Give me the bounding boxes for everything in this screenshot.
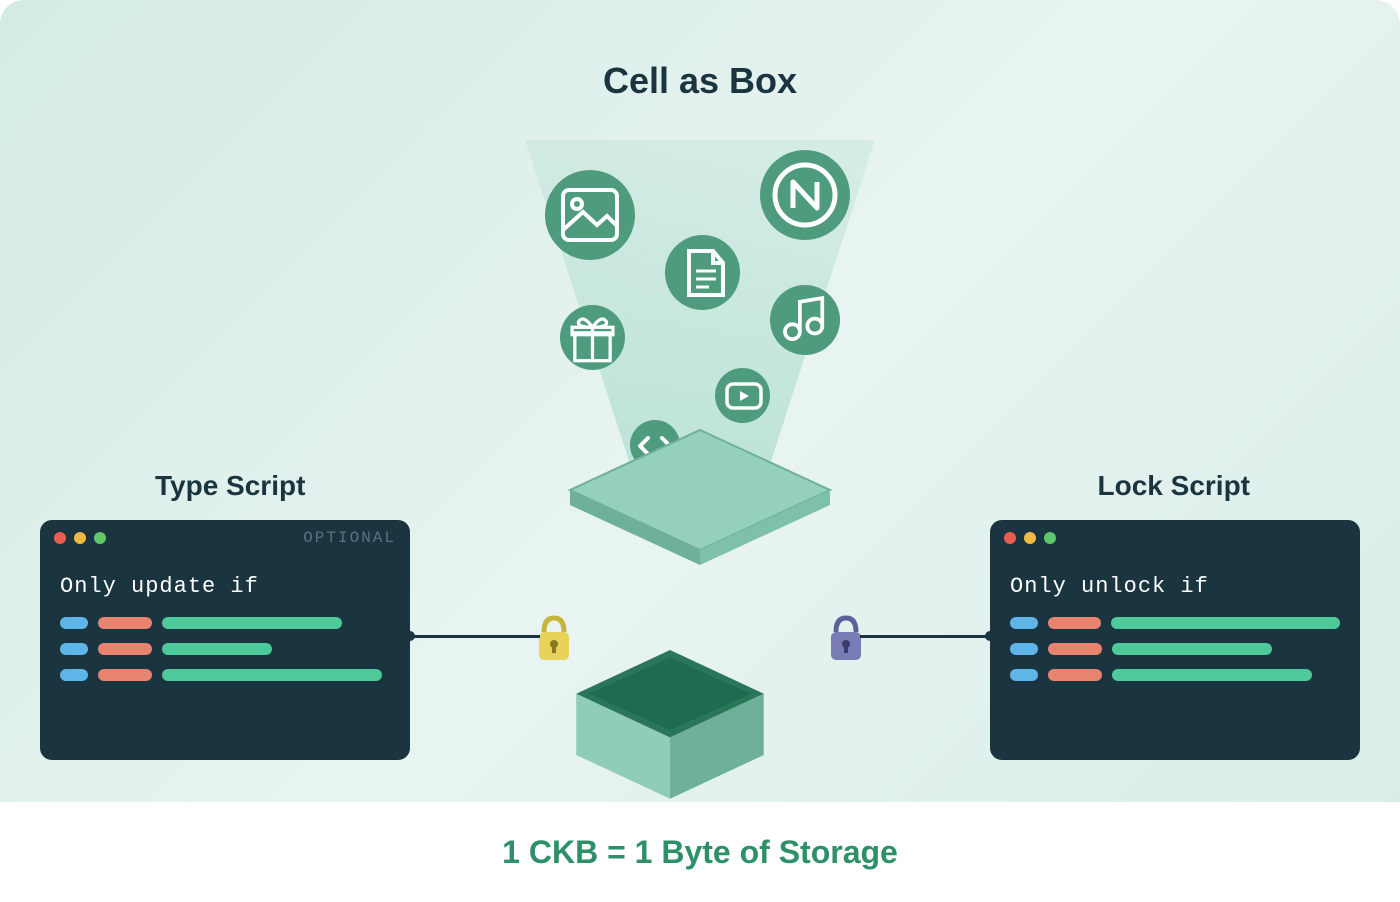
code-bar: [60, 617, 88, 629]
code-bar: [60, 669, 88, 681]
box-body: [510, 650, 830, 800]
image-icon: [545, 170, 635, 260]
diagram-canvas: Cell as Box: [0, 0, 1400, 902]
code-line: [60, 617, 390, 629]
code-line: [60, 669, 390, 681]
code-bar: [1048, 617, 1102, 629]
lock-script-label: Lock Script: [1098, 470, 1250, 502]
code-line: [1010, 617, 1340, 629]
code-bar: [98, 643, 152, 655]
code-bar: [1111, 617, 1340, 629]
video-icon: [715, 368, 770, 423]
storage-text: 1 CKB = 1 Byte of Storage: [502, 834, 898, 871]
window-dot: [74, 532, 86, 544]
code-bar: [1010, 617, 1038, 629]
window-dot: [94, 532, 106, 544]
code-line: [1010, 669, 1340, 681]
cell-box: [510, 460, 890, 800]
type-script-window: OPTIONAL Only update if: [40, 520, 410, 760]
code-bar: [1048, 643, 1102, 655]
diagram-title: Cell as Box: [603, 60, 797, 102]
document-icon: [665, 235, 740, 310]
window-titlebar: [990, 520, 1360, 556]
bottom-banner: 1 CKB = 1 Byte of Storage: [0, 802, 1400, 902]
gift-icon: [560, 305, 625, 370]
code-bar: [162, 617, 342, 629]
type-script-label: Type Script: [155, 470, 305, 502]
window-titlebar: OPTIONAL: [40, 520, 410, 556]
code-bar: [162, 643, 272, 655]
type-script-text: Only update if: [60, 574, 390, 599]
box-lid: [560, 420, 840, 570]
connector-left: [410, 635, 540, 638]
code-bar: [98, 617, 152, 629]
code-bar: [162, 669, 382, 681]
window-dot: [1044, 532, 1056, 544]
code-line: [60, 643, 390, 655]
code-bar: [98, 669, 152, 681]
window-dot: [54, 532, 66, 544]
window-dot: [1004, 532, 1016, 544]
n-logo-icon: [760, 150, 850, 240]
purple-lock-icon: [824, 612, 868, 666]
code-bar: [1112, 643, 1272, 655]
code-bar: [1010, 643, 1038, 655]
music-icon: [770, 285, 840, 355]
code-line: [1010, 643, 1340, 655]
code-bar: [1112, 669, 1312, 681]
connector-right: [860, 635, 990, 638]
lock-script-text: Only unlock if: [1010, 574, 1340, 599]
code-bar: [1010, 669, 1038, 681]
code-bar: [1048, 669, 1102, 681]
code-bar: [60, 643, 88, 655]
yellow-lock-icon: [532, 612, 576, 666]
optional-badge: OPTIONAL: [303, 529, 396, 547]
window-dot: [1024, 532, 1036, 544]
lock-script-window: Only unlock if: [990, 520, 1360, 760]
